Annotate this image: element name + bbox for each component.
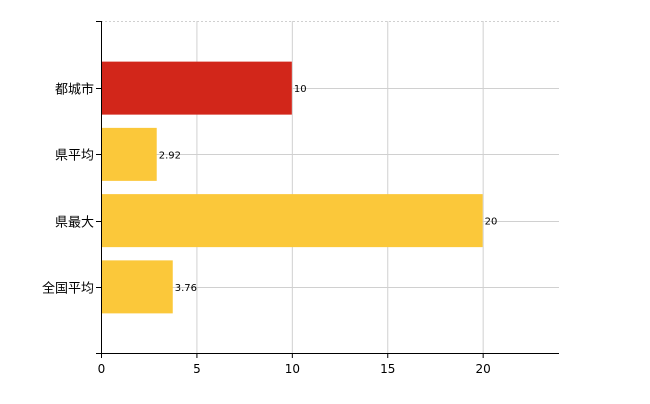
bar [101, 194, 483, 248]
bar [101, 61, 292, 115]
x-tick-label: 0 [98, 362, 106, 376]
x-tick-label: 10 [285, 362, 300, 376]
x-tick-label: 5 [193, 362, 201, 376]
category-label: 都城市 [55, 82, 94, 98]
bar-value-label: 10 [294, 84, 307, 95]
x-tick-label: 15 [380, 362, 395, 376]
bar [101, 260, 173, 314]
category-label: 県平均 [55, 149, 94, 164]
category-label: 全国平均 [42, 281, 94, 297]
bar [101, 127, 157, 181]
category-label: 県最大 [55, 216, 94, 231]
bar-value-label: 2.92 [159, 150, 181, 161]
bar-value-label: 20 [485, 217, 498, 228]
bar-value-label: 3.76 [175, 283, 197, 294]
x-tick-label: 20 [476, 362, 491, 376]
